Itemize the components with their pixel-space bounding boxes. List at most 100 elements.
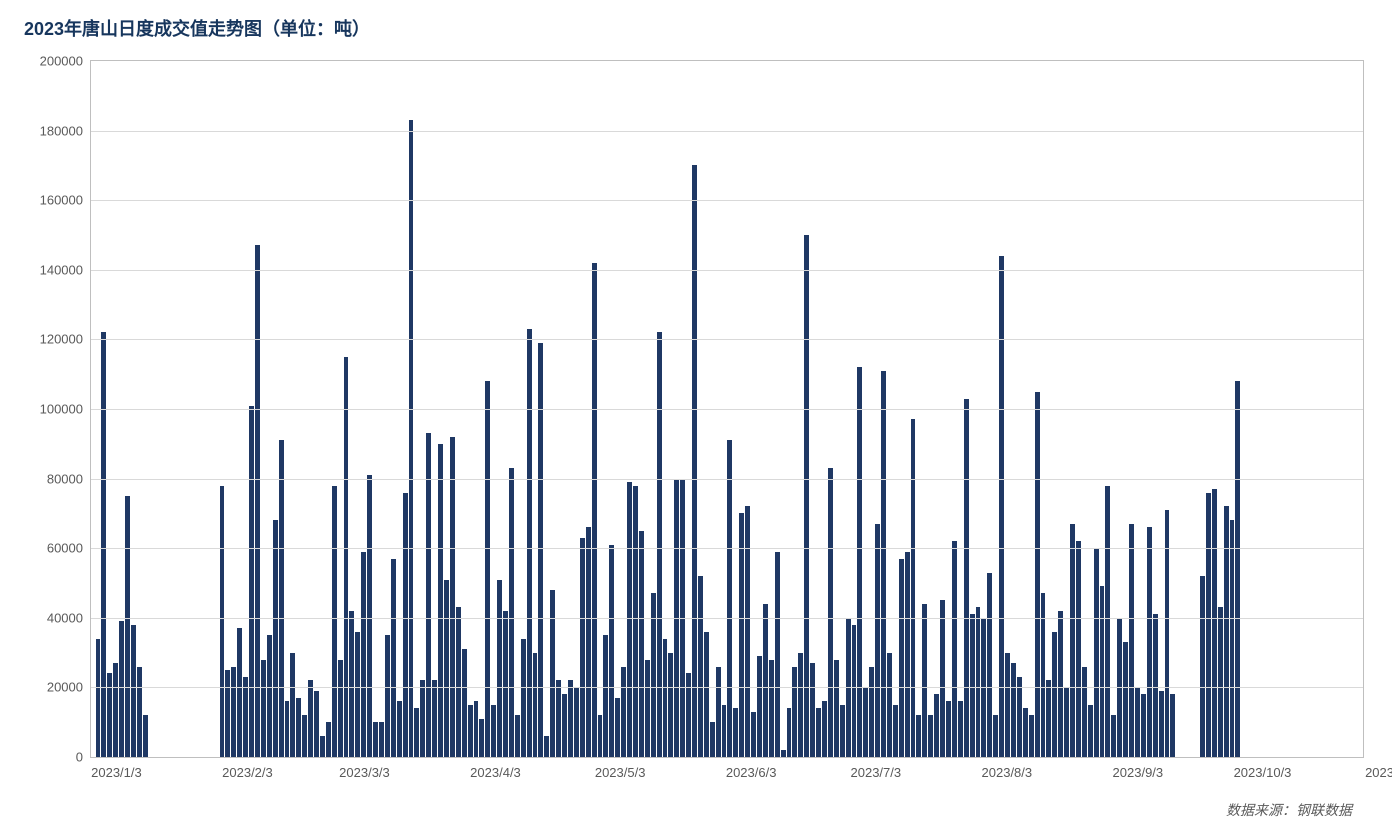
y-tick-label: 120000 <box>40 332 91 347</box>
bar <box>769 660 774 757</box>
bar <box>1129 524 1134 757</box>
bar <box>1052 632 1057 757</box>
bar <box>450 437 455 757</box>
bar <box>231 667 236 757</box>
x-tick-label: 2023/2/3 <box>222 757 273 780</box>
bar <box>615 698 620 757</box>
bar <box>474 701 479 757</box>
bar <box>922 604 927 757</box>
bar <box>349 611 354 757</box>
bar <box>143 715 148 757</box>
bar <box>544 736 549 757</box>
bar <box>645 660 650 757</box>
bar <box>739 513 744 757</box>
bar <box>1200 576 1205 757</box>
bar <box>999 256 1004 757</box>
bar <box>1141 694 1146 757</box>
chart-container: 2023年唐山日度成交值走势图（单位：吨） 020000400006000080… <box>0 0 1392 838</box>
grid-line <box>91 131 1363 132</box>
bar <box>296 698 301 757</box>
bar <box>249 406 254 757</box>
bar <box>722 705 727 757</box>
grid-line <box>91 479 1363 480</box>
bar <box>1111 715 1116 757</box>
bar <box>976 607 981 757</box>
bar <box>905 552 910 757</box>
bar <box>497 580 502 757</box>
bar <box>621 667 626 757</box>
bar <box>491 705 496 757</box>
bar <box>1088 705 1093 757</box>
bar <box>101 332 106 757</box>
bar <box>1029 715 1034 757</box>
bar <box>1224 506 1229 757</box>
bar <box>633 486 638 757</box>
bar <box>1170 694 1175 757</box>
bar <box>993 715 998 757</box>
bar <box>267 635 272 757</box>
bar <box>751 712 756 757</box>
bar <box>592 263 597 757</box>
bar <box>704 632 709 757</box>
bar <box>1147 527 1152 757</box>
bar <box>521 639 526 757</box>
bar <box>373 722 378 757</box>
bar <box>733 708 738 757</box>
bar <box>1105 486 1110 757</box>
y-tick-label: 140000 <box>40 262 91 277</box>
grid-line <box>91 687 1363 688</box>
bar <box>444 580 449 757</box>
bar <box>1165 510 1170 757</box>
bar <box>255 245 260 757</box>
bar <box>574 687 579 757</box>
bar <box>113 663 118 757</box>
bar <box>603 635 608 757</box>
bar <box>1235 381 1240 757</box>
bar <box>1123 642 1128 757</box>
bar <box>598 715 603 757</box>
grid-line <box>91 270 1363 271</box>
bar <box>757 656 762 757</box>
bar <box>285 701 290 757</box>
bar <box>958 701 963 757</box>
bar <box>1212 489 1217 757</box>
bar <box>810 663 815 757</box>
bar <box>828 468 833 757</box>
bar <box>403 493 408 757</box>
bar <box>426 433 431 757</box>
bar <box>787 708 792 757</box>
grid-line <box>91 548 1363 549</box>
bar <box>420 680 425 757</box>
bar <box>1017 677 1022 757</box>
bar <box>946 701 951 757</box>
bar <box>1058 611 1063 757</box>
bar <box>663 639 668 757</box>
bar <box>1159 691 1164 757</box>
bar <box>1046 680 1051 757</box>
bar <box>1011 663 1016 757</box>
bar <box>314 691 319 757</box>
bar <box>332 486 337 757</box>
bar <box>414 708 419 757</box>
bar <box>479 719 484 757</box>
grid-line <box>91 618 1363 619</box>
bar <box>710 722 715 757</box>
bar <box>840 705 845 757</box>
bar <box>326 722 331 757</box>
x-tick-label: 2023/6/3 <box>726 757 777 780</box>
bar <box>686 673 691 757</box>
x-tick-label: 2023/1/3 <box>91 757 142 780</box>
x-tick-label: 2023/8/3 <box>982 757 1033 780</box>
bar <box>970 614 975 757</box>
bar <box>586 527 591 757</box>
y-tick-label: 40000 <box>47 610 91 625</box>
bar <box>816 708 821 757</box>
bar <box>515 715 520 757</box>
bar <box>580 538 585 757</box>
bar <box>692 165 697 757</box>
bar <box>627 482 632 757</box>
bar <box>279 440 284 757</box>
bar <box>237 628 242 757</box>
bar <box>639 531 644 757</box>
bar <box>987 573 992 757</box>
